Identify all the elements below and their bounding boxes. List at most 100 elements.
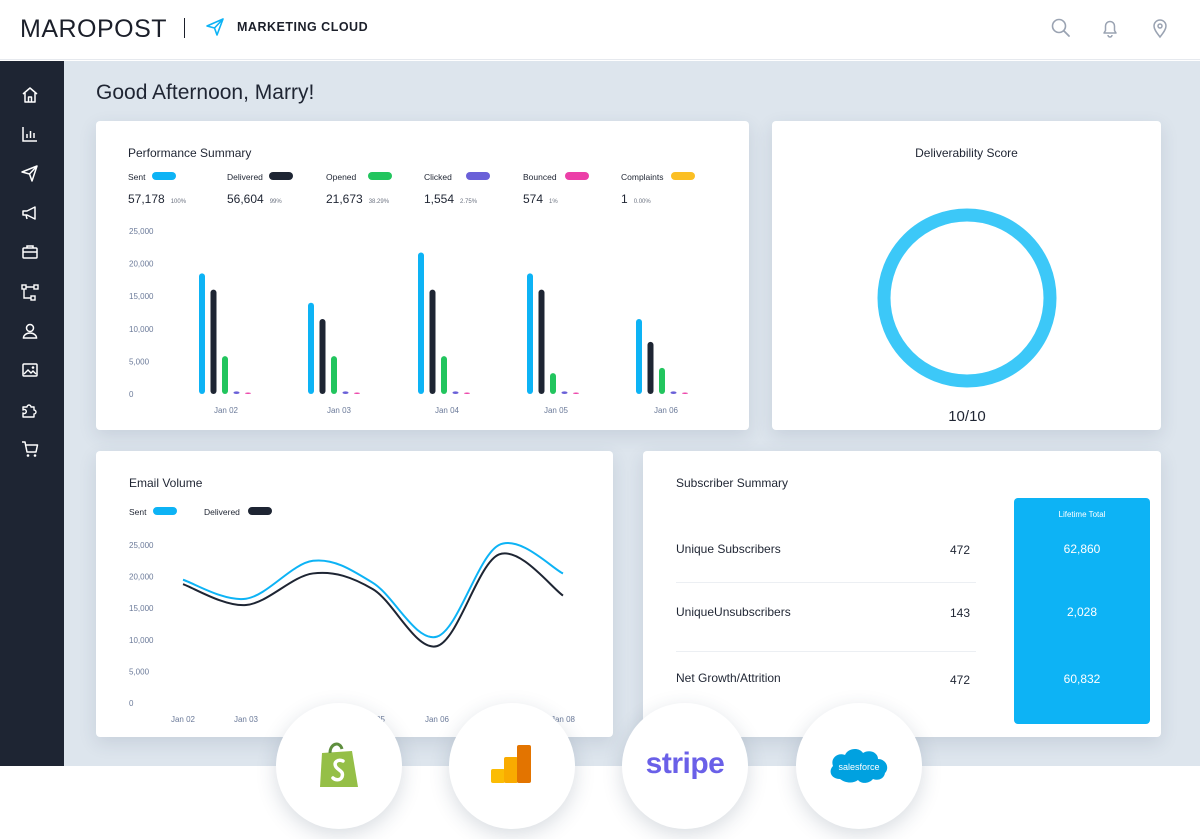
legend-swatch bbox=[153, 507, 177, 515]
x-tick-label: Jan 08 bbox=[551, 715, 576, 724]
top-bar: MAROPOST MARKETING CLOUD bbox=[0, 0, 1200, 60]
cart-icon[interactable] bbox=[20, 439, 40, 459]
bar-delivered bbox=[429, 289, 436, 394]
legend-count: 574 bbox=[523, 192, 544, 206]
legend-swatch bbox=[248, 507, 272, 515]
bar-bounced bbox=[354, 392, 360, 394]
y-tick-label: 0 bbox=[129, 390, 134, 399]
deliverability-title: Deliverability Score bbox=[915, 146, 1018, 160]
bar-sent bbox=[636, 319, 642, 394]
x-tick-label: Jan 05 bbox=[544, 406, 569, 415]
y-tick-label: 15,000 bbox=[129, 292, 154, 301]
bar-opened bbox=[441, 356, 447, 394]
bar-clicked bbox=[561, 391, 568, 394]
puzzle-icon[interactable] bbox=[20, 400, 40, 420]
x-tick-label: Jan 03 bbox=[327, 406, 352, 415]
bar-delivered bbox=[538, 289, 545, 394]
bar-clicked bbox=[233, 391, 240, 394]
legend-percent: 1% bbox=[549, 199, 558, 205]
bar-opened bbox=[659, 367, 665, 394]
row-divider bbox=[676, 582, 976, 583]
paper-plane-icon[interactable] bbox=[20, 163, 40, 183]
y-tick-label: 5,000 bbox=[129, 667, 150, 676]
y-tick-label: 20,000 bbox=[129, 260, 154, 269]
bar-delivered bbox=[319, 319, 326, 394]
lifetime-net-growth-value: 60,832 bbox=[1063, 672, 1101, 686]
line-sent bbox=[182, 542, 564, 639]
bar-sent bbox=[308, 302, 314, 394]
legend-swatch bbox=[466, 172, 490, 180]
lifetime-unsubscribers-value: 2,028 bbox=[1066, 605, 1098, 619]
x-tick-label: Jan 03 bbox=[234, 715, 259, 724]
sidebar bbox=[0, 61, 64, 766]
maropost-logo[interactable]: MAROPOST bbox=[20, 15, 168, 43]
line-delivered bbox=[182, 552, 564, 648]
performance-bar-chart: 25,000 20,000 15,000 10,000 5,000 0 Jan 02 Jan … bbox=[129, 227, 688, 415]
lifetime-total-title: Lifetime Total bbox=[1058, 510, 1106, 519]
stripe-logo: stripe bbox=[645, 747, 725, 780]
y-tick-label: 5,000 bbox=[129, 357, 150, 366]
deliverability-ring bbox=[877, 208, 1057, 388]
home-icon[interactable] bbox=[20, 85, 40, 105]
user-icon[interactable] bbox=[20, 321, 40, 341]
email-volume-line-chart: 25,000 20,000 15,000 10,000 5,000 0 Jan 02 Jan … bbox=[129, 541, 576, 724]
legend-count: 1 bbox=[621, 192, 628, 206]
y-tick-label: 15,000 bbox=[129, 604, 154, 613]
y-tick-label: 25,000 bbox=[129, 227, 154, 236]
bar-opened bbox=[550, 373, 556, 394]
search-icon[interactable] bbox=[1050, 17, 1072, 39]
net-growth-value: 472 bbox=[950, 673, 971, 687]
legend-swatch bbox=[152, 172, 176, 180]
image-icon[interactable] bbox=[20, 360, 40, 380]
performance-summary-title: Performance Summary bbox=[128, 146, 252, 160]
legend-label: Sent bbox=[129, 507, 147, 517]
legend-value: 1 0.00% bbox=[621, 192, 651, 206]
bar-clicked bbox=[670, 391, 677, 394]
google-analytics-badge[interactable] bbox=[449, 703, 575, 829]
location-pin-icon[interactable] bbox=[1149, 17, 1171, 39]
legend-label: Clicked bbox=[424, 172, 452, 182]
stripe-badge[interactable]: stripe bbox=[622, 703, 748, 829]
legend-value: 1,554 2.75% bbox=[424, 192, 477, 206]
briefcase-icon[interactable] bbox=[20, 242, 40, 262]
salesforce-badge[interactable]: salesforce bbox=[796, 703, 922, 829]
x-tick-label: Jan 02 bbox=[214, 406, 239, 415]
bar-opened bbox=[222, 356, 228, 394]
deliverability-card: Deliverability Score 10/10 bbox=[772, 121, 1161, 430]
bell-icon[interactable] bbox=[1099, 17, 1121, 39]
legend-label: Delivered bbox=[227, 172, 263, 182]
bar-bounced bbox=[245, 392, 251, 394]
legend-count: 56,604 bbox=[227, 192, 264, 206]
bar-bounced bbox=[682, 392, 688, 394]
net-growth-label: Net Growth/Attrition bbox=[676, 671, 781, 685]
x-tick-label: Jan 06 bbox=[654, 406, 679, 415]
product-name: MARKETING CLOUD bbox=[237, 20, 369, 34]
legend-label: Sent bbox=[128, 172, 146, 182]
legend-percent: 2.75% bbox=[460, 199, 478, 205]
google-analytics-logo bbox=[491, 745, 531, 783]
unique-unsubscribers-label: UniqueUnsubscribers bbox=[676, 605, 791, 619]
legend-value: 57,178 100% bbox=[128, 192, 186, 206]
y-tick-label: 10,000 bbox=[129, 636, 154, 645]
salesforce-logo: salesforce bbox=[830, 749, 888, 783]
email-volume-title: Email Volume bbox=[129, 476, 203, 490]
shopify-badge[interactable] bbox=[276, 703, 402, 829]
legend-swatch bbox=[671, 172, 695, 180]
shopify-logo bbox=[320, 742, 358, 787]
bar-bounced bbox=[464, 392, 470, 394]
analytics-icon[interactable] bbox=[20, 124, 40, 144]
bar-clicked bbox=[342, 391, 349, 394]
bar-bounced bbox=[573, 392, 579, 394]
legend-label: Opened bbox=[326, 172, 357, 182]
x-tick-label: Jan 06 bbox=[425, 715, 450, 724]
x-tick-label: Jan 02 bbox=[171, 715, 196, 724]
legend-value: 56,604 99% bbox=[227, 192, 282, 206]
bar-clicked bbox=[452, 391, 459, 394]
legend-percent: 100% bbox=[170, 199, 187, 205]
y-tick-label: 25,000 bbox=[129, 541, 154, 550]
y-tick-label: 20,000 bbox=[129, 573, 154, 582]
row-divider bbox=[676, 651, 976, 652]
legend-count: 21,673 bbox=[326, 192, 363, 206]
workflow-icon[interactable] bbox=[20, 282, 40, 302]
megaphone-icon[interactable] bbox=[20, 203, 40, 223]
